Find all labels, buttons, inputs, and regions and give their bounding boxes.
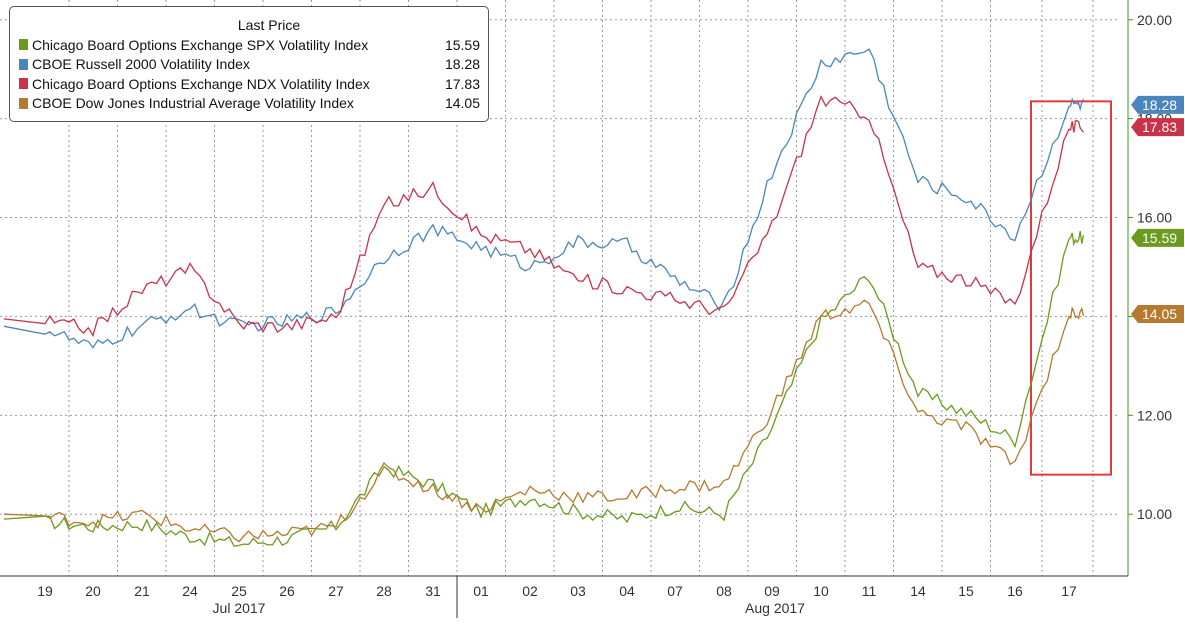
y-tick-label: 12.00	[1137, 407, 1172, 423]
series-line	[3, 48, 1084, 349]
legend-swatch-spx	[19, 39, 28, 51]
x-tick-label: 27	[328, 583, 344, 599]
x-tick-label: 07	[667, 583, 683, 599]
legend-entry-russell: CBOE Russell 2000 Volatility Index 18.28	[10, 55, 488, 75]
legend-swatch-russell	[19, 58, 28, 70]
x-tick-label: 26	[279, 583, 295, 599]
x-tick-label: 11	[862, 583, 877, 599]
x-tick-label: 25	[231, 583, 247, 599]
legend-name-russell: CBOE Russell 2000 Volatility Index	[32, 56, 250, 73]
x-tick-label: 16	[1007, 583, 1023, 599]
x-tick-label: 28	[376, 583, 392, 599]
series-line	[3, 95, 1084, 337]
legend-entry-spx: Chicago Board Options Exchange SPX Volat…	[10, 35, 488, 55]
x-tick-label: 31	[425, 583, 441, 599]
x-tick-label: 04	[619, 583, 635, 599]
x-group-label: Jul 2017	[213, 600, 266, 616]
last-price-tag-shape	[1131, 228, 1184, 247]
legend-value-dow: 14.05	[444, 95, 480, 112]
legend-name-spx: Chicago Board Options Exchange SPX Volat…	[32, 36, 369, 53]
last-price-tag: 15.59	[1131, 228, 1184, 247]
series-lines	[3, 48, 1085, 547]
x-tick-label: 03	[570, 583, 586, 599]
grid-lines	[0, 0, 1117, 576]
x-tick-label: 10	[813, 583, 829, 599]
x-tick-label: 15	[958, 583, 974, 599]
legend-entry-dow: CBOE Dow Jones Industrial Average Volati…	[10, 94, 488, 114]
last-price-tag: 17.83	[1131, 118, 1184, 137]
legend-value-spx: 15.59	[444, 36, 480, 53]
last-price-tags: 15.59 18.28 17.83 14.05	[1131, 95, 1184, 323]
x-tick-label: 24	[182, 583, 198, 599]
last-price-tag-shape	[1131, 118, 1184, 137]
last-price-tag-label: 18.28	[1142, 97, 1177, 113]
last-price-tag-label: 15.59	[1142, 230, 1177, 246]
y-tick-label: 20.00	[1137, 12, 1172, 28]
legend-name-dow: CBOE Dow Jones Industrial Average Volati…	[32, 95, 354, 112]
y-tick-label: 10.00	[1137, 506, 1172, 522]
last-price-tag-shape	[1131, 95, 1184, 114]
legend-swatch-ndx	[19, 78, 28, 90]
last-price-tag: 14.05	[1131, 304, 1184, 323]
highlight-rectangle	[1030, 100, 1112, 476]
legend-name-ndx: Chicago Board Options Exchange NDX Volat…	[32, 75, 370, 92]
series-line	[3, 299, 1085, 543]
x-tick-label: 01	[473, 583, 489, 599]
last-price-tag-shape	[1131, 304, 1184, 323]
highlight-box	[1030, 100, 1112, 476]
x-tick-label: 21	[134, 583, 150, 599]
x-tick-label: 19	[37, 583, 53, 599]
x-tick-label: 20	[85, 583, 101, 599]
x-tick-label: 09	[764, 583, 780, 599]
last-price-tag-label: 17.83	[1142, 119, 1177, 135]
legend-value-russell: 18.28	[444, 56, 480, 73]
x-tick-label: 08	[716, 583, 732, 599]
last-price-tag-label: 14.05	[1142, 306, 1177, 322]
x-tick-label: 02	[522, 583, 538, 599]
series-line	[3, 230, 1085, 547]
legend: Last Price Chicago Board Options Exchang…	[9, 6, 489, 122]
x-tick-label: 14	[910, 583, 926, 599]
legend-swatch-dow	[19, 97, 28, 109]
x-group-label: Aug 2017	[745, 600, 805, 616]
legend-entry-ndx: Chicago Board Options Exchange NDX Volat…	[10, 74, 488, 94]
y-tick-label: 16.00	[1137, 210, 1172, 226]
legend-value-ndx: 17.83	[444, 75, 480, 92]
last-price-tag: 18.28	[1131, 95, 1184, 114]
x-tick-label: 17	[1061, 583, 1077, 599]
legend-title: Last Price	[237, 17, 301, 33]
